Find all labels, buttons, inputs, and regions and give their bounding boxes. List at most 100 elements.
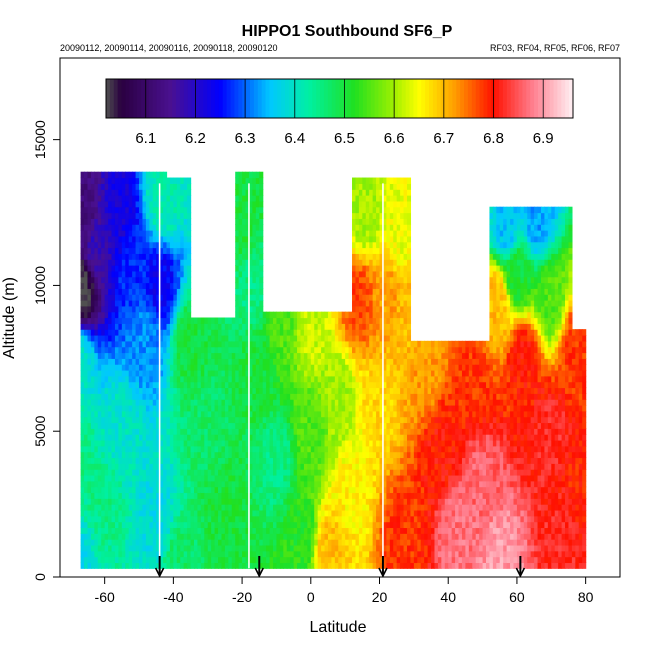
heatmap-cell: [80, 218, 85, 225]
heatmap-cell: [238, 509, 243, 517]
heatmap-cell: [300, 375, 305, 383]
heatmap-cell: [327, 533, 333, 540]
heatmap-cell: [145, 340, 150, 348]
heatmap-cell: [228, 556, 233, 564]
heatmap-cell: [214, 340, 219, 348]
heatmap-cell: [276, 364, 281, 371]
heatmap-cell: [118, 317, 123, 324]
heatmap-cell: [80, 527, 85, 534]
heatmap-cell: [118, 270, 123, 278]
heatmap-cell: [352, 189, 357, 196]
heatmap-cell: [142, 434, 147, 441]
heatmap-cell: [111, 334, 116, 342]
heatmap-cell: [114, 375, 120, 383]
heatmap-cell: [152, 340, 157, 348]
heatmap-cell: [334, 399, 339, 406]
heatmap-cell: [207, 533, 212, 540]
heatmap-cell: [310, 329, 315, 336]
heatmap-cell: [235, 393, 240, 400]
heatmap-cell: [94, 539, 99, 546]
heatmap-cell: [365, 533, 370, 540]
heatmap-cell: [197, 486, 202, 494]
heatmap-cell: [169, 276, 174, 284]
heatmap-cell: [242, 206, 247, 214]
heatmap-cell: [97, 428, 102, 435]
heatmap-cell: [245, 381, 250, 389]
heatmap-cell: [245, 323, 250, 330]
heatmap-cell: [169, 218, 174, 225]
heatmap-cell: [297, 434, 302, 441]
heatmap-cell: [211, 492, 216, 499]
heatmap-cell: [338, 445, 343, 453]
heatmap-cell: [369, 346, 374, 354]
heatmap-cell: [135, 451, 140, 459]
heatmap-cell: [310, 544, 315, 552]
heatmap-cell: [283, 393, 288, 400]
heatmap-cell: [125, 340, 130, 348]
heatmap-cell: [159, 533, 164, 540]
heatmap-cell: [128, 422, 133, 429]
heatmap-cell: [125, 253, 130, 260]
heatmap-cell: [121, 282, 126, 289]
heatmap-cell: [266, 544, 271, 552]
heatmap-cell: [352, 469, 357, 476]
heatmap-cell: [159, 206, 164, 214]
heatmap-cell: [187, 183, 192, 190]
heatmap-cell: [108, 399, 113, 406]
heatmap-cell: [149, 358, 154, 365]
heatmap-cell: [121, 276, 126, 284]
heatmap-cell: [331, 439, 336, 447]
heatmap-cell: [379, 428, 384, 435]
heatmap-cell: [303, 544, 308, 552]
heatmap-cell: [327, 329, 333, 336]
heatmap-cell: [207, 469, 212, 476]
heatmap-cell: [300, 550, 305, 558]
heatmap-cell: [80, 404, 85, 412]
heatmap-cell: [324, 422, 329, 429]
heatmap-cell: [145, 369, 150, 377]
heatmap-cell: [139, 428, 144, 435]
heatmap-cell: [104, 521, 109, 529]
heatmap-cell: [128, 445, 133, 453]
heatmap-cell: [135, 206, 140, 214]
heatmap-cell: [262, 410, 267, 418]
heatmap-cell: [139, 340, 144, 348]
heatmap-cell: [149, 276, 154, 284]
heatmap-cell: [132, 276, 137, 284]
heatmap-cell: [252, 550, 257, 558]
heatmap-cell: [145, 556, 150, 564]
heatmap-cell: [80, 189, 85, 196]
heatmap-cell: [259, 329, 264, 336]
heatmap-cell: [173, 276, 178, 284]
heatmap-cell: [358, 404, 363, 412]
heatmap-cell: [327, 340, 333, 348]
heatmap-cell: [303, 451, 308, 459]
heatmap-cell: [266, 311, 271, 319]
heatmap-cell: [197, 521, 202, 529]
heatmap-cell: [173, 369, 178, 377]
heatmap-cell: [245, 294, 250, 301]
heatmap-cell: [331, 346, 336, 354]
heatmap-cell: [228, 364, 233, 371]
heatmap-cell: [145, 469, 150, 476]
heatmap-cell: [125, 241, 130, 249]
heatmap-cell: [252, 469, 257, 476]
heatmap-cell: [128, 410, 133, 418]
heatmap-cell: [242, 375, 247, 383]
heatmap-cell: [238, 317, 243, 324]
heatmap-cell: [317, 562, 322, 569]
heatmap-cell: [142, 224, 147, 231]
heatmap-cell: [193, 515, 199, 523]
heatmap-cell: [197, 375, 202, 383]
heatmap-cell: [101, 469, 106, 476]
heatmap-cell: [132, 422, 137, 429]
heatmap-cell: [125, 527, 130, 534]
heatmap-cell: [314, 463, 319, 470]
heatmap-cell: [238, 416, 243, 424]
heatmap-cell: [279, 539, 284, 546]
heatmap-cell: [90, 393, 95, 400]
heatmap-cell: [242, 270, 247, 278]
heatmap-cell: [252, 334, 257, 342]
heatmap-cell: [152, 358, 157, 365]
heatmap-cell: [355, 200, 360, 208]
